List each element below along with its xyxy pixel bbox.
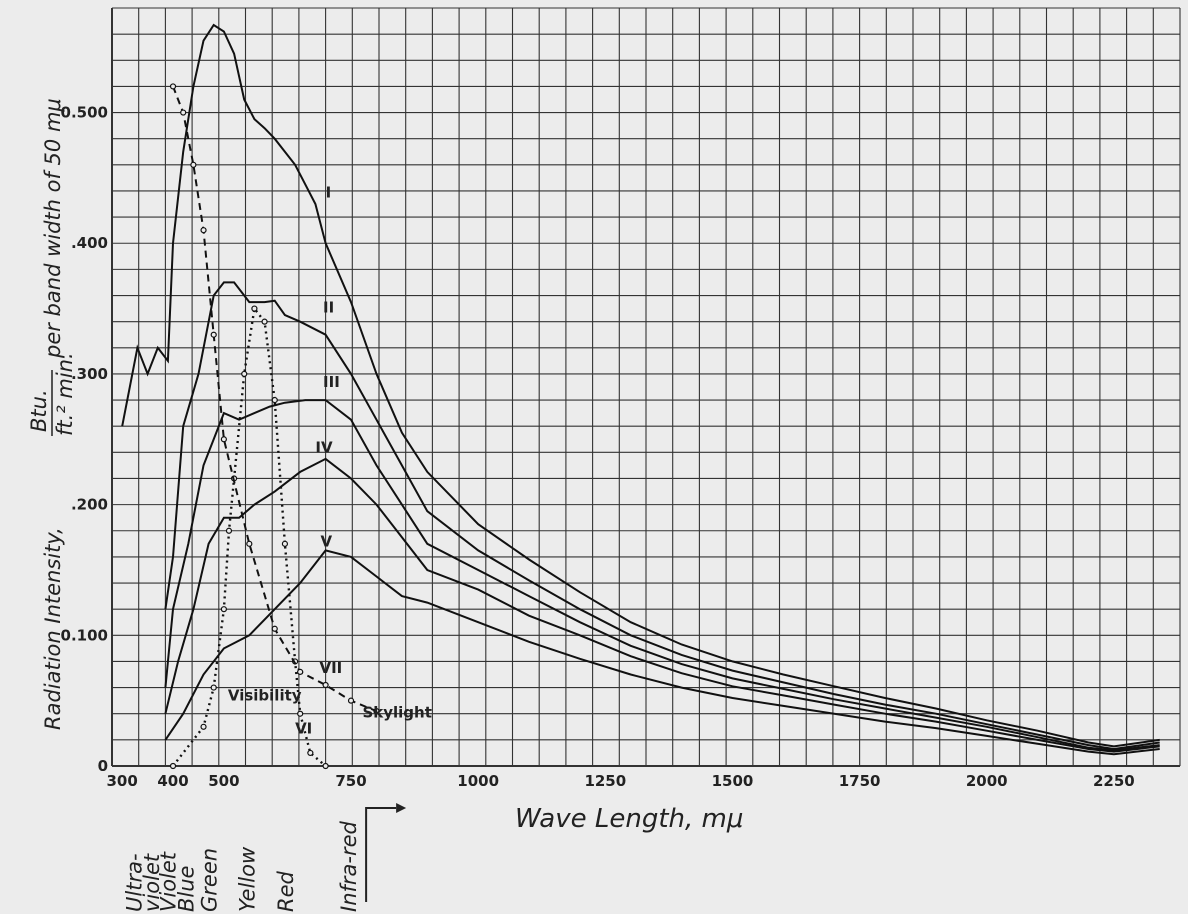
y-tick-label: .200: [71, 496, 108, 514]
series-point-VII: [180, 109, 187, 116]
series-group: [121, 23, 1160, 770]
series-point-VII: [210, 331, 217, 338]
band-label: Yellow: [235, 846, 259, 912]
series-point-VII: [347, 697, 355, 704]
series-point-VI: [251, 305, 258, 312]
series-point-VII: [190, 161, 197, 168]
x-tick-label: 300: [107, 772, 138, 790]
curve-label-VI: VI: [295, 719, 312, 737]
band-label: violet: [140, 853, 164, 912]
x-tick-label: 2250: [1093, 772, 1135, 790]
series-point-VI: [210, 684, 217, 691]
band-label: Infra-red: [337, 820, 361, 912]
annotations: Visibility Skylight: [228, 687, 432, 722]
series-point-VII: [322, 681, 329, 689]
infrared-arrow: [365, 807, 397, 902]
y-axis-title-suffix: per band width of 50 mμ: [41, 98, 65, 359]
x-tick-label: 500: [208, 772, 239, 790]
band-label: Red: [274, 870, 298, 912]
x-axis-title: Wave Length, mμ: [515, 804, 743, 834]
band-label: Green: [197, 848, 221, 912]
series-point-VI: [169, 762, 177, 770]
grid: [111, 7, 1181, 767]
series-point-VII: [246, 540, 253, 547]
series-line-III: [164, 399, 1160, 752]
x-tick-label: 1000: [457, 772, 499, 790]
series-point-VII: [373, 708, 380, 715]
series-line-VI: [172, 305, 327, 767]
x-tick-label: 1500: [712, 772, 754, 790]
series-point-VI: [200, 723, 207, 730]
y-tick-label: .300: [71, 365, 108, 383]
x-tick-label: 750: [335, 772, 366, 790]
series-point-VI: [220, 606, 227, 613]
y-tick-label: 0.100: [61, 626, 108, 644]
x-tick-labels: 300 400 500 750 1000 1250 1500 1750 2000 2250: [107, 772, 1135, 790]
band-label-group: Blue: [174, 866, 198, 912]
band-label-group: violet: [140, 853, 164, 912]
series-point-VI: [322, 762, 329, 770]
y-tick-label: 0: [98, 757, 108, 775]
x-tick-label: 2000: [966, 772, 1008, 790]
y-tick-label: .400: [71, 234, 108, 252]
series-point-VII: [271, 625, 278, 632]
band-label: Blue: [174, 866, 198, 912]
series-line-VII: [172, 86, 377, 713]
series-point-VII: [169, 83, 177, 90]
band-label-group: Yellow: [235, 846, 259, 912]
band-label: Ultra-: [122, 853, 146, 912]
curve-label-I: I: [326, 184, 332, 202]
band-label-group: Violet: [157, 851, 181, 912]
curve-label-III: III: [323, 373, 340, 391]
series-point-VI: [307, 749, 314, 757]
infrared-arrow-head: [396, 803, 407, 813]
band-label-group: Ultra-: [122, 853, 146, 912]
x-tick-label: 1250: [584, 772, 626, 790]
curve-label-II: II: [323, 299, 334, 317]
series-line-V: [164, 549, 1160, 756]
y-tick-labels: 0 0.100 .200 .300 .400 0.500: [61, 104, 108, 775]
band-label-group: Infra-red: [337, 820, 361, 912]
series-point-VI: [281, 540, 289, 547]
y-axis-title-den: ft.² min.: [53, 352, 77, 436]
y-axis-title: Radiation Intensity, Btu. ft.² min. per …: [27, 98, 77, 730]
series-point-VI: [297, 710, 304, 717]
curve-label-IV: IV: [315, 438, 333, 456]
series-point-VII: [297, 668, 304, 676]
series-point-VI: [241, 370, 248, 378]
series-point-VII: [220, 436, 227, 443]
band-label-group: Green: [197, 848, 221, 912]
series-point-VII: [200, 227, 207, 234]
series-point-VI: [271, 396, 278, 404]
series-line-IV: [164, 457, 1160, 753]
y-tick-label: 0.500: [61, 104, 108, 122]
y-axis-title-prefix: Radiation Intensity,: [41, 527, 65, 730]
annotation-visibility: Visibility: [228, 687, 302, 705]
band-label: Violet: [157, 851, 181, 912]
series-line-II: [164, 281, 1160, 751]
band-label-group: Red: [274, 870, 298, 912]
annotation-skylight: Skylight: [362, 704, 431, 722]
curve-label-VII: VII: [319, 659, 342, 677]
series-point-VI: [261, 318, 268, 325]
x-tick-label: 400: [157, 772, 188, 790]
series-line-I: [121, 23, 1160, 748]
y-axis-title-num: Btu.: [27, 389, 51, 432]
x-tick-label: 1750: [839, 772, 881, 790]
series-point-VI: [225, 527, 233, 534]
curve-label-V: V: [321, 532, 333, 550]
